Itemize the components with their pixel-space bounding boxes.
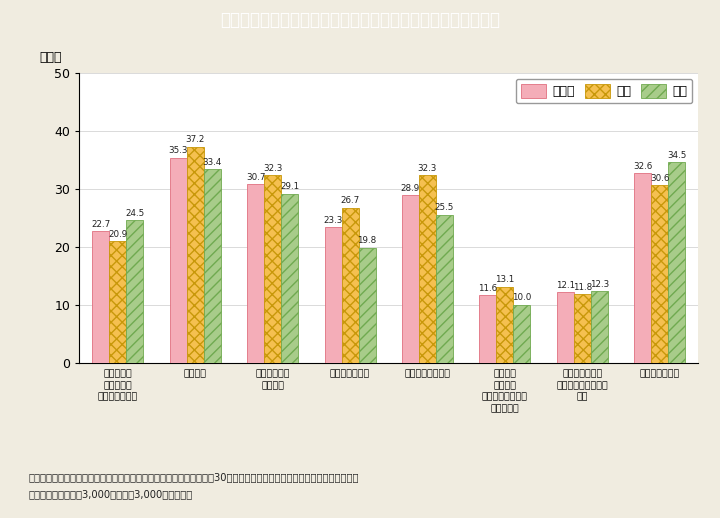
Bar <box>634 174 651 363</box>
Bar <box>480 295 496 363</box>
Bar <box>419 175 436 363</box>
Text: 13.1: 13.1 <box>495 275 515 284</box>
Text: （備考）　１．「多様な選択を可能にする学びに関する調査」（平成30年度内閣府委託調査・株式会社創建）より作成。: （備考） １．「多様な選択を可能にする学びに関する調査」（平成30年度内閣府委託… <box>29 472 359 482</box>
Text: ２．女性3,000人，男性3,000人が回答。: ２．女性3,000人，男性3,000人が回答。 <box>29 490 193 499</box>
Text: 29.1: 29.1 <box>280 182 300 192</box>
Bar <box>325 227 341 363</box>
Text: 19.8: 19.8 <box>358 236 377 246</box>
Text: 10.0: 10.0 <box>512 293 531 303</box>
Bar <box>591 291 608 363</box>
Text: 12.3: 12.3 <box>590 280 609 289</box>
Text: 11.8: 11.8 <box>572 283 592 292</box>
Bar <box>436 214 453 363</box>
Bar <box>341 208 359 363</box>
Text: 28.9: 28.9 <box>401 183 420 193</box>
Bar <box>264 175 282 363</box>
Bar <box>402 195 419 363</box>
Text: 12.1: 12.1 <box>556 281 575 290</box>
Bar <box>513 305 531 363</box>
Bar <box>127 221 143 363</box>
Bar <box>574 294 591 363</box>
Bar <box>204 169 221 363</box>
Text: 37.2: 37.2 <box>186 136 205 145</box>
Text: 32.3: 32.3 <box>263 164 282 173</box>
Text: 23.3: 23.3 <box>323 216 343 225</box>
Bar <box>170 158 186 363</box>
Text: 35.3: 35.3 <box>168 147 188 155</box>
Text: 32.3: 32.3 <box>418 164 437 173</box>
Bar <box>247 184 264 363</box>
Bar <box>186 147 204 363</box>
Bar <box>92 231 109 363</box>
Text: 32.6: 32.6 <box>633 162 652 171</box>
Bar <box>359 248 376 363</box>
Text: 33.4: 33.4 <box>202 157 222 166</box>
Text: 34.5: 34.5 <box>667 151 686 160</box>
Text: 22.7: 22.7 <box>91 220 110 228</box>
Legend: 男女計, 女性, 男性: 男女計, 女性, 男性 <box>516 79 692 103</box>
Bar <box>651 185 668 363</box>
Text: Ｉ－４－４図　学び直しのための機会や方法についての認知度: Ｉ－４－４図 学び直しのための機会や方法についての認知度 <box>220 11 500 28</box>
Text: 30.6: 30.6 <box>650 174 670 183</box>
Bar <box>496 286 513 363</box>
Bar <box>557 292 574 363</box>
Text: 26.7: 26.7 <box>341 196 360 205</box>
Text: 25.5: 25.5 <box>435 204 454 212</box>
Text: 30.7: 30.7 <box>246 173 266 182</box>
Text: （％）: （％） <box>39 51 61 64</box>
Text: 24.5: 24.5 <box>125 209 145 218</box>
Bar <box>668 163 685 363</box>
Bar <box>109 241 127 363</box>
Text: 11.6: 11.6 <box>478 284 498 293</box>
Bar <box>282 194 298 363</box>
Text: 20.9: 20.9 <box>108 230 127 239</box>
